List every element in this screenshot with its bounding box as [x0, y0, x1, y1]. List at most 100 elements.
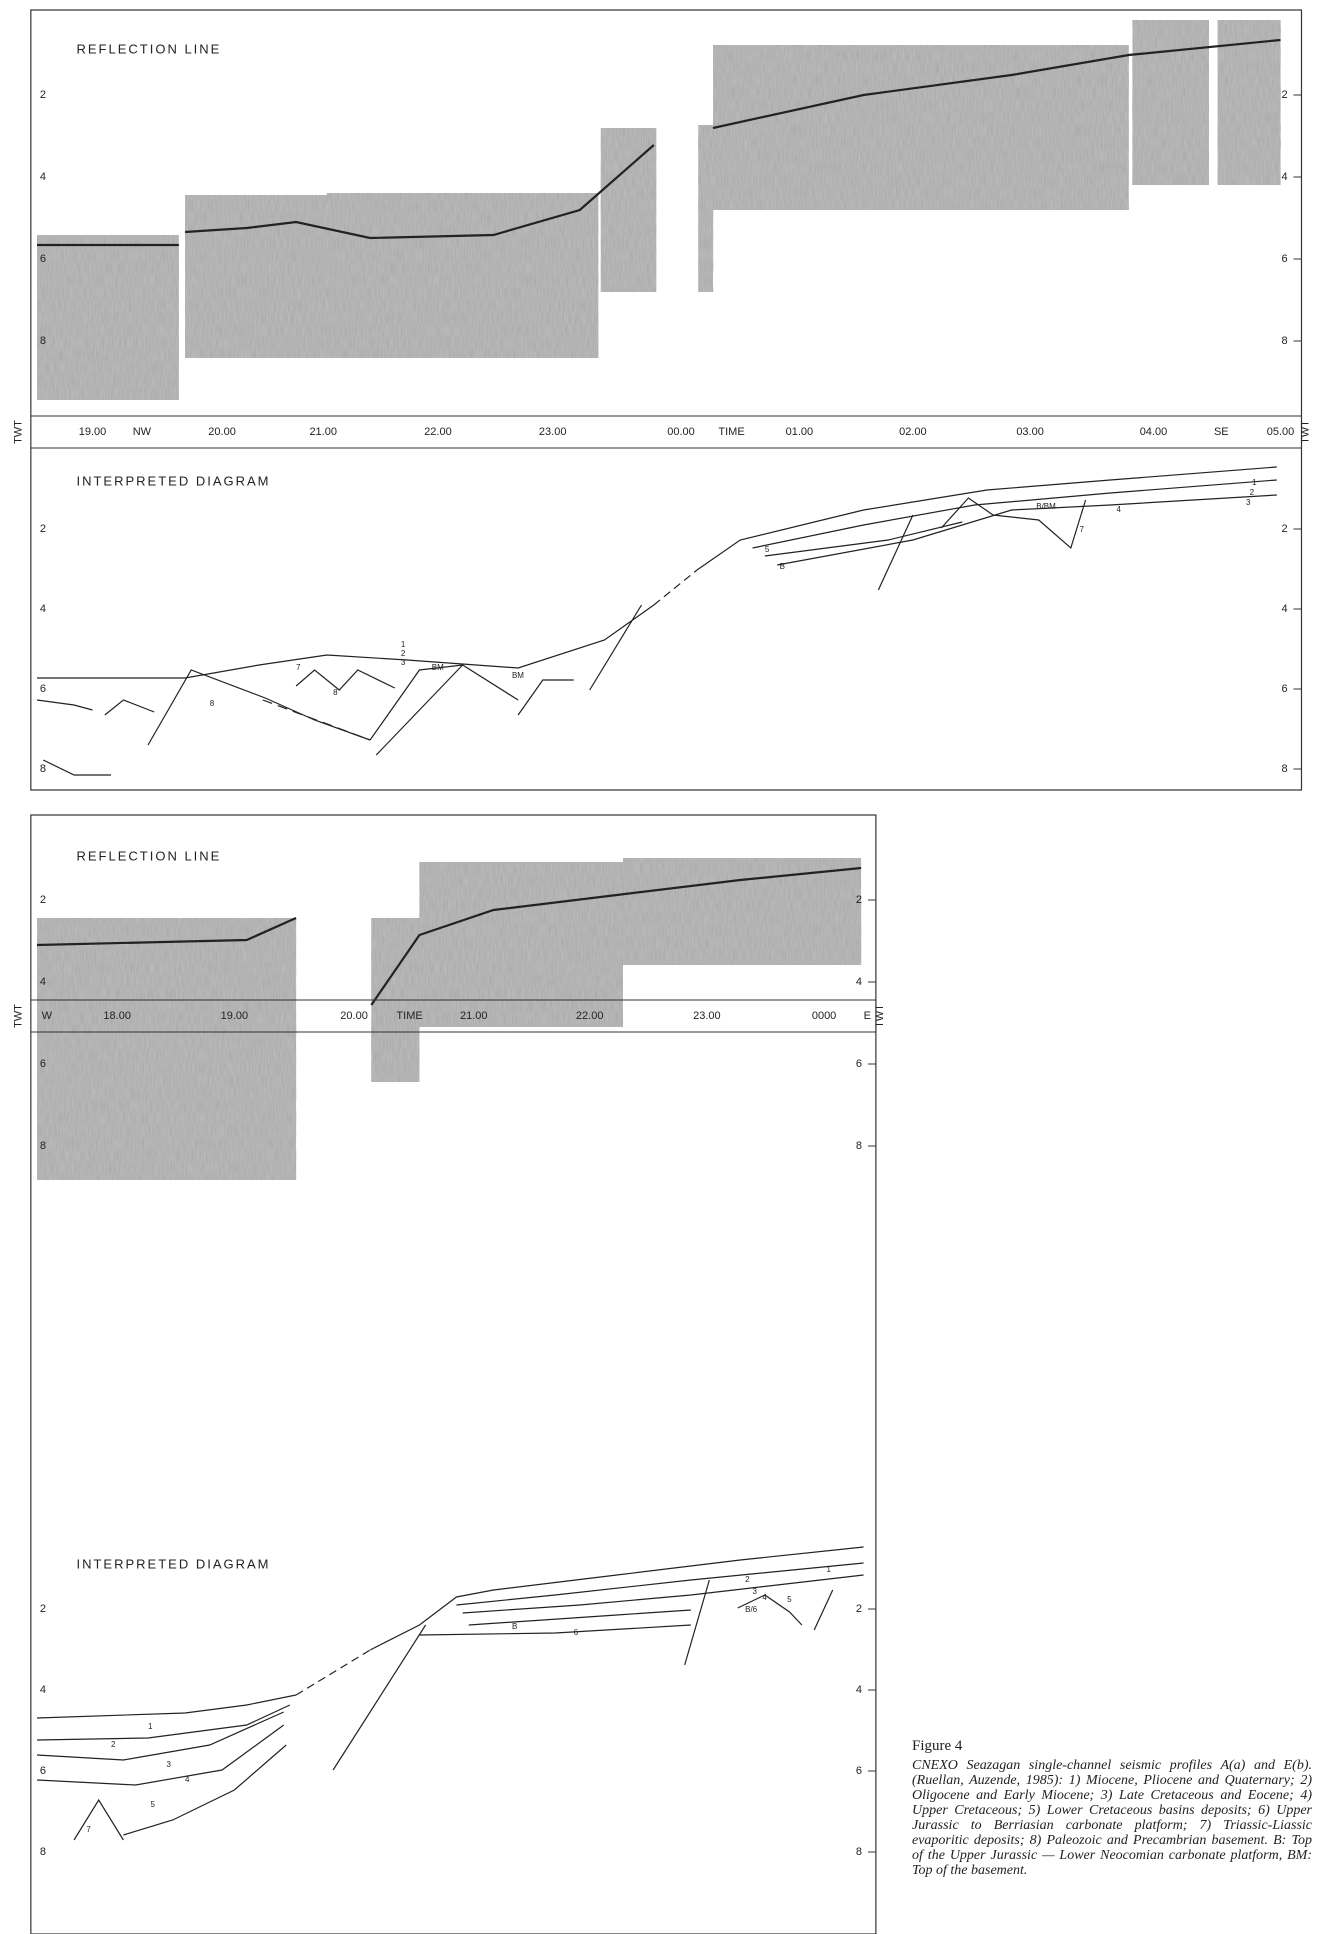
layer-label: 3	[1246, 498, 1251, 507]
depth-label: 4	[40, 1684, 46, 1696]
layer-label: 5	[151, 1800, 156, 1809]
section-title: REFLECTION LINE	[76, 848, 221, 863]
layer-label: 5	[765, 545, 770, 554]
depth-label: 4	[40, 603, 46, 615]
depth-label: 6	[40, 683, 46, 695]
layer-label: 7	[86, 1825, 91, 1834]
caption-title: Figure 4	[912, 1738, 1312, 1755]
time-label: 22.00	[576, 1010, 604, 1022]
seismic-texture	[419, 862, 623, 1027]
interpreted-line	[37, 700, 93, 710]
layer-label: 2	[745, 1575, 750, 1584]
interpreted-line	[296, 1650, 370, 1695]
interpreted-line	[814, 1590, 833, 1630]
time-label: 02.00	[899, 426, 927, 438]
time-label: TIME	[396, 1010, 422, 1022]
interpreted-line	[37, 605, 654, 678]
time-label: NW	[133, 426, 152, 438]
time-label: 00.00	[667, 426, 695, 438]
interpreted-line	[105, 700, 154, 715]
layer-label: 4	[185, 1775, 190, 1784]
interpreted-line	[463, 1575, 864, 1613]
layer-label: 2	[111, 1740, 116, 1749]
layer-label: 5	[787, 1595, 792, 1604]
layer-label: B/6	[745, 1605, 758, 1614]
depth-label: 8	[40, 763, 46, 775]
layer-label: 2	[401, 649, 406, 658]
seismic-texture	[37, 235, 179, 400]
time-label: 05.00	[1267, 426, 1295, 438]
seismic-texture	[623, 858, 861, 965]
time-label: 21.00	[460, 1010, 488, 1022]
interpreted-line	[296, 670, 395, 690]
interpreted-line	[37, 1705, 290, 1740]
layer-label: 3	[167, 1760, 172, 1769]
drawing: REFLECTION LINE INTERPRETED DIAGRAM 19.00 N…	[13, 10, 1312, 1934]
depth-label: 4	[40, 976, 46, 988]
layer-label: 1	[401, 640, 406, 649]
seismic-texture	[713, 45, 1129, 210]
depth-label: 2	[40, 894, 46, 906]
interpreted-line	[123, 1745, 286, 1835]
depth-label: 8	[1281, 763, 1287, 775]
interpreted-line	[37, 1725, 284, 1785]
depth-label: 6	[856, 1058, 862, 1070]
depth-label: 8	[40, 335, 46, 347]
interpreted-line	[590, 605, 642, 690]
time-label: 21.00	[309, 426, 337, 438]
layer-label: 7	[1079, 525, 1084, 534]
depth-label: 4	[40, 171, 46, 183]
depth-label: 8	[856, 1846, 862, 1858]
depth-label: 6	[40, 1765, 46, 1777]
seismic-texture	[698, 125, 713, 292]
layer-label: 3	[401, 658, 406, 667]
interpreted-line	[878, 515, 913, 590]
time-label: TIME	[718, 426, 744, 438]
layer-label: 4	[762, 1593, 767, 1602]
layer-label: 1	[1252, 478, 1257, 487]
time-label: 18.00	[103, 1010, 131, 1022]
seismic-texture	[185, 195, 327, 358]
interpreted-line	[654, 570, 697, 605]
interpreted-line	[370, 665, 518, 740]
depth-label: 8	[856, 1140, 862, 1152]
depth-label: 4	[856, 1684, 862, 1696]
interpreted-line	[518, 680, 574, 715]
time-label: W	[42, 1010, 53, 1022]
axis-label: TWT	[874, 1004, 886, 1028]
time-label: 20.00	[208, 426, 236, 438]
depth-label: 6	[40, 253, 46, 265]
interpreted-line	[685, 1580, 710, 1665]
layer-label: 1	[148, 1722, 153, 1731]
axis-label: TWT	[13, 1004, 25, 1028]
time-label: 19.00	[79, 426, 107, 438]
seismic-texture	[37, 918, 296, 1180]
depth-label: 8	[1281, 335, 1287, 347]
section-title: INTERPRETED DIAGRAM	[76, 473, 270, 488]
depth-label: 2	[856, 1603, 862, 1615]
time-label: SE	[1214, 426, 1229, 438]
interpreted-line	[37, 1695, 296, 1718]
interpreted-line	[148, 670, 370, 745]
layer-label: 8	[210, 699, 215, 708]
time-label: E	[864, 1010, 871, 1022]
time-label: 20.00	[340, 1010, 368, 1022]
interpreted-line	[263, 700, 370, 740]
layer-label: 8	[333, 688, 338, 697]
depth-label: 6	[40, 1058, 46, 1070]
depth-label: 4	[1281, 171, 1287, 183]
seismic-texture	[601, 128, 657, 292]
depth-label: 8	[40, 1140, 46, 1152]
time-label: 22.00	[424, 426, 452, 438]
page: REFLECTION LINE INTERPRETED DIAGRAM 19.00 N…	[0, 0, 1320, 1934]
time-label: 03.00	[1016, 426, 1044, 438]
layer-label: 3	[753, 1587, 758, 1596]
depth-label: 6	[856, 1765, 862, 1777]
axis-label: TWT	[13, 420, 25, 444]
depth-label: 2	[40, 523, 46, 535]
layer-label: BM	[432, 663, 444, 672]
caption-text: CNEXO Seazagan single-channel seismic pr…	[912, 1758, 1312, 1878]
interpreted-line	[333, 1625, 426, 1770]
depth-label: 2	[1281, 89, 1287, 101]
layer-label: 7	[296, 663, 301, 672]
